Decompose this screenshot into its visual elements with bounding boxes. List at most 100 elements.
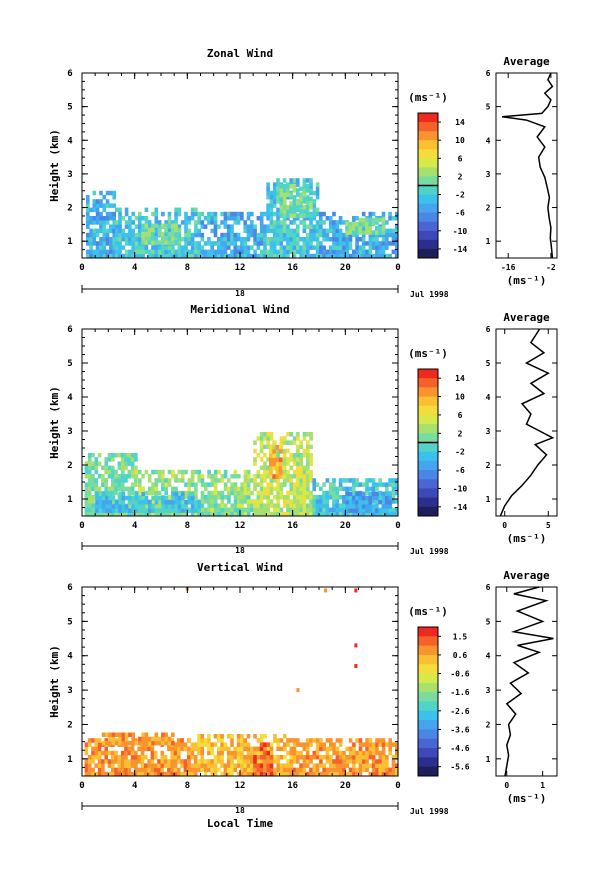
heatmap-cell bbox=[130, 457, 135, 462]
heatmap-cell bbox=[101, 504, 106, 509]
heatmap-cell bbox=[338, 511, 343, 517]
heatmap-cell bbox=[305, 213, 310, 218]
heatmap-cell bbox=[329, 767, 333, 773]
heatmap-cell bbox=[292, 453, 297, 458]
heatmap-cell bbox=[99, 249, 103, 255]
heatmap-cell bbox=[97, 461, 102, 466]
heatmap-cell bbox=[365, 504, 369, 509]
colorbar-segment bbox=[418, 460, 438, 471]
heatmap-cell bbox=[305, 184, 310, 189]
heatmap-cell bbox=[378, 482, 382, 487]
heatmap-cell bbox=[180, 245, 185, 250]
heatmap-cell bbox=[170, 223, 175, 228]
heatmap-cell bbox=[213, 759, 218, 764]
heatmap-cell bbox=[134, 495, 139, 501]
heatmap-cell bbox=[223, 232, 228, 238]
heatmap-cell bbox=[246, 253, 251, 259]
heatmap-cell bbox=[114, 767, 118, 773]
heatmap-cell bbox=[368, 249, 373, 255]
heatmap-cell bbox=[286, 232, 290, 238]
heatmap-cell bbox=[184, 220, 188, 225]
heatmap-cell bbox=[87, 453, 92, 458]
heatmap-cell bbox=[394, 499, 399, 504]
heatmap-cell bbox=[269, 499, 274, 504]
heatmap-cell bbox=[276, 207, 280, 213]
heatmap-cell bbox=[112, 232, 116, 238]
heatmap-cell bbox=[174, 240, 178, 245]
heatmap-cell bbox=[107, 759, 112, 764]
heatmap-cell bbox=[109, 245, 113, 250]
heatmap-cell bbox=[263, 249, 267, 255]
heatmap-cell bbox=[95, 245, 100, 250]
x-tick-label: 0 bbox=[395, 781, 400, 791]
heatmap-cell bbox=[309, 213, 313, 218]
heatmap-cell bbox=[352, 232, 356, 238]
heatmap-cell bbox=[296, 759, 300, 764]
heatmap-cell bbox=[266, 507, 270, 513]
heatmap-cell bbox=[279, 511, 284, 517]
heatmap-cell bbox=[213, 771, 218, 777]
heatmap-cell bbox=[101, 763, 105, 768]
heatmap-cell bbox=[302, 192, 307, 197]
heatmap-cell bbox=[375, 249, 379, 255]
heatmap-cell bbox=[213, 220, 218, 225]
heatmap-cell bbox=[114, 738, 118, 743]
heatmap-cell bbox=[299, 763, 303, 768]
heatmap-cell bbox=[137, 746, 141, 752]
heatmap-cell bbox=[164, 236, 168, 241]
heatmap-cell bbox=[338, 767, 343, 773]
heatmap-cell bbox=[121, 491, 126, 497]
heatmap-cell bbox=[283, 734, 287, 739]
heatmap-cell bbox=[282, 184, 287, 189]
heatmap-cell bbox=[361, 482, 366, 487]
heatmap-cell bbox=[151, 508, 155, 513]
heatmap-cell bbox=[375, 220, 379, 225]
heatmap-cell bbox=[335, 220, 340, 225]
heatmap-cell bbox=[302, 228, 307, 234]
heatmap-cell bbox=[194, 253, 198, 259]
y-tick-label: 2 bbox=[67, 461, 72, 471]
heatmap-cell bbox=[134, 763, 138, 768]
heatmap-cell bbox=[163, 763, 168, 768]
heatmap-cell bbox=[289, 750, 294, 756]
heatmap-cell bbox=[282, 461, 287, 466]
heatmap-cell bbox=[95, 491, 99, 497]
heatmap-cell bbox=[144, 216, 149, 221]
heatmap-cell bbox=[164, 495, 169, 501]
heatmap-cell bbox=[217, 241, 221, 246]
heatmap-cell bbox=[105, 203, 110, 208]
heatmap-cell bbox=[213, 511, 218, 517]
heatmap-cell bbox=[305, 200, 310, 206]
heatmap-cell bbox=[177, 236, 182, 241]
heatmap-cell bbox=[207, 511, 211, 517]
heatmap-cell bbox=[305, 750, 310, 756]
heatmap-cell bbox=[259, 503, 264, 508]
heatmap-cell bbox=[358, 495, 363, 501]
heatmap-cell bbox=[131, 508, 136, 513]
heatmap-cell bbox=[335, 241, 340, 246]
heatmap-cell bbox=[164, 736, 168, 742]
y-tick-label: 1 bbox=[67, 495, 72, 505]
heatmap-cell bbox=[352, 750, 356, 756]
heatmap-cell bbox=[128, 249, 132, 255]
heatmap-cell bbox=[101, 732, 106, 737]
heatmap-cell bbox=[256, 759, 261, 764]
heatmap-cell bbox=[345, 495, 349, 501]
heatmap-cell bbox=[362, 759, 366, 764]
heatmap-cell bbox=[302, 448, 307, 454]
heatmap-cell bbox=[312, 253, 317, 259]
heatmap-cell bbox=[322, 232, 326, 238]
heatmap-cell bbox=[233, 755, 238, 760]
heatmap-cell bbox=[154, 508, 159, 513]
heatmap-cell bbox=[233, 750, 238, 756]
heatmap-cell bbox=[104, 469, 108, 475]
heatmap-cell bbox=[210, 216, 214, 221]
colorbar-label: 2 bbox=[458, 172, 463, 181]
heatmap-cell bbox=[292, 490, 297, 496]
heatmap-cell bbox=[187, 232, 192, 238]
heatmap-cell bbox=[296, 453, 300, 458]
heatmap-cell bbox=[368, 253, 373, 259]
heatmap-cell bbox=[102, 237, 107, 242]
x-tick-label: 8 bbox=[185, 781, 190, 791]
